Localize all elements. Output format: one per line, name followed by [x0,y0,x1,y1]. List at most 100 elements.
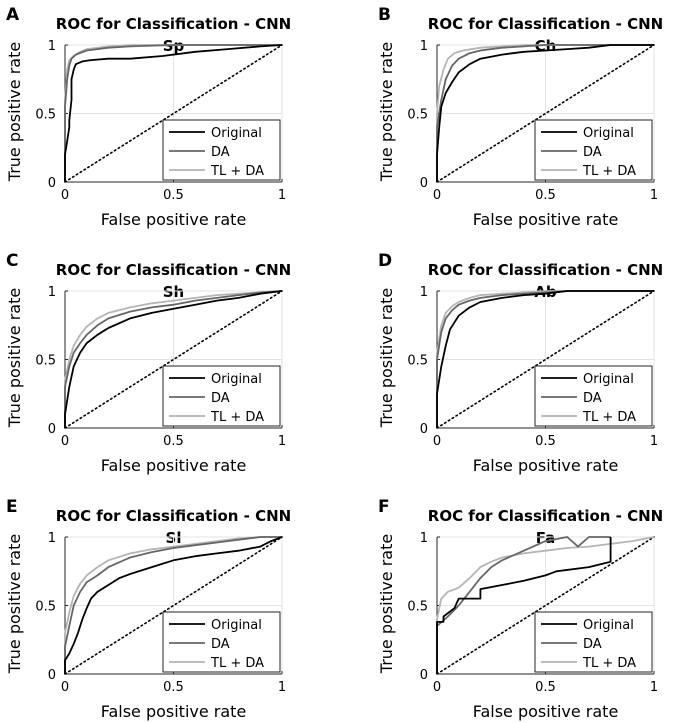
legend: Original DA TL + DA [162,365,281,427]
legend: Original DA TL + DA [162,611,281,673]
series-line-tl-da [64,290,283,428]
x-tick-label: 1 [278,680,286,695]
chart-title: ROC for Classification - CNN [428,507,663,525]
x-tick-label: 1 [650,434,658,449]
x-tick-label: 0 [61,434,69,449]
x-tick-label: 0.5 [163,188,184,203]
legend-label: DA [583,391,602,406]
panel-letter: D [378,251,392,271]
panel-letter: E [6,497,18,517]
legend-label: TL + DA [582,410,636,425]
x-tick-label: 0 [61,680,69,695]
chance-diagonal-line [64,290,283,429]
x-tick-label: 0 [433,188,441,203]
panel-letter: B [378,5,391,25]
series-line-original [436,537,612,674]
y-tick-label: 0 [420,422,428,437]
series-line-da [64,536,282,674]
series-line-da [64,290,283,428]
chance-diagonal-line [64,44,283,183]
y-tick-label: 1 [48,39,56,54]
series-line-da [64,44,282,182]
series-line-tl-da [436,536,655,674]
x-axis-label: False positive rate [473,702,619,721]
y-tick-label: 0 [420,176,428,191]
y-tick-label: 1 [420,39,428,54]
y-tick-label: 0.5 [35,108,56,123]
y-axis-label: True positive rate [5,288,24,428]
series-line-original [436,290,654,428]
y-tick-label: 1 [420,285,428,300]
x-tick-label: 0 [433,434,441,449]
x-tick-label: 0.5 [535,434,556,449]
x-tick-label: 1 [650,188,658,203]
x-tick-label: 1 [278,434,286,449]
x-axis-label: False positive rate [101,210,247,229]
y-tick-label: 0 [48,176,56,191]
legend-label: Original [211,618,262,633]
legend: Original DA TL + DA [162,119,281,181]
y-tick-label: 1 [48,531,56,546]
chance-diagonal-line [436,290,655,429]
x-tick-label: 0.5 [535,680,556,695]
y-axis-label: True positive rate [5,42,24,182]
y-tick-label: 0.5 [407,354,428,369]
legend-label: TL + DA [582,164,636,179]
series-line-da [436,536,611,674]
legend-label: Original [583,372,634,387]
series-line-tl-da [436,290,654,428]
x-axis-label: False positive rate [473,456,619,475]
legend-label: DA [211,145,230,160]
x-axis-label: False positive rate [101,702,247,721]
y-tick-label: 0.5 [35,600,56,615]
y-tick-label: 0 [48,668,56,683]
chance-diagonal-line [64,536,283,675]
legend-label: TL + DA [582,656,636,671]
x-tick-label: 0 [433,680,441,695]
legend-label: Original [211,372,262,387]
legend-label: Original [583,618,634,633]
y-axis-label: True positive rate [377,42,396,182]
chance-diagonal-line [436,536,655,675]
x-axis-label: False positive rate [473,210,619,229]
legend: Original DA TL + DA [534,611,653,673]
legend: Original DA TL + DA [534,119,653,181]
y-tick-label: 0 [48,422,56,437]
series-line-da [436,44,654,182]
series-line-original [64,290,283,428]
series-line-original [436,44,654,182]
y-axis-label: True positive rate [5,534,24,674]
y-tick-label: 1 [420,531,428,546]
y-tick-label: 0.5 [407,108,428,123]
panel-letter: C [6,251,18,271]
x-tick-label: 0.5 [163,680,184,695]
legend-label: DA [583,145,602,160]
series-line-tl-da [64,536,282,674]
chart-title: ROC for Classification - CNN [428,261,663,279]
legend-label: Original [211,126,262,141]
y-axis-label: True positive rate [377,534,396,674]
y-tick-label: 0.5 [407,600,428,615]
legend-label: DA [583,637,602,652]
legend-label: Original [583,126,634,141]
legend-label: TL + DA [210,410,264,425]
y-axis-label: True positive rate [377,288,396,428]
x-tick-label: 1 [650,680,658,695]
legend-label: TL + DA [210,656,264,671]
y-tick-label: 0.5 [35,354,56,369]
x-tick-label: 0 [61,188,69,203]
x-tick-label: 0.5 [535,188,556,203]
legend-label: DA [211,391,230,406]
chart-title: ROC for Classification - CNN [428,15,663,33]
panel-letter: A [6,5,20,25]
series-line-tl-da [436,44,654,182]
panel-letter: F [378,497,390,517]
x-tick-label: 0.5 [163,434,184,449]
series-line-original [64,44,283,182]
